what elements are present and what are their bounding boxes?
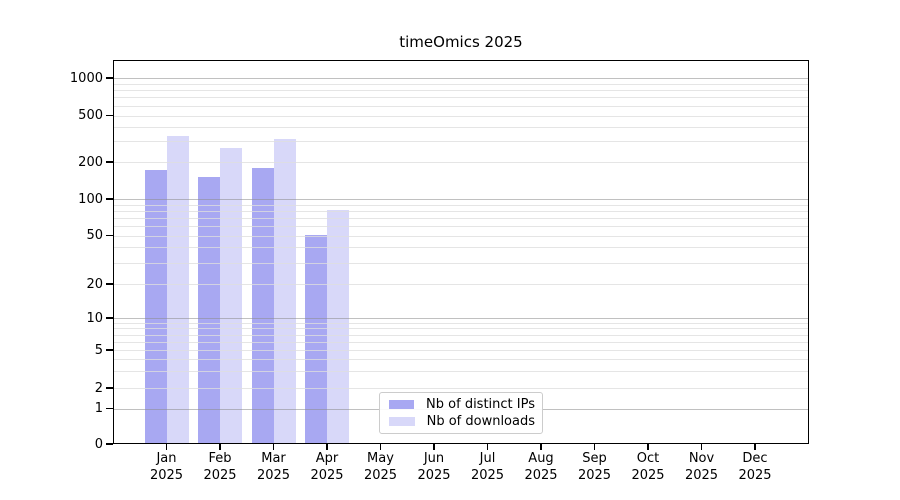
plot-area xyxy=(113,60,809,444)
legend-label-downloads: Nb of downloads xyxy=(426,414,535,429)
bar-downloads xyxy=(273,139,296,444)
y-tick-label: 50 xyxy=(86,228,103,243)
x-tick-mark xyxy=(272,444,275,450)
grid-layer xyxy=(113,60,809,444)
minor-gridline xyxy=(113,359,809,361)
x-tick-label: Dec 2025 xyxy=(738,451,772,483)
x-tick-label: Oct 2025 xyxy=(631,451,665,483)
y-tick-mark xyxy=(106,407,113,410)
bars-layer xyxy=(113,60,809,444)
x-tick-label: May 2025 xyxy=(363,451,398,483)
x-tick-label: Nov 2025 xyxy=(684,451,719,483)
x-tick-mark xyxy=(486,444,489,450)
bar-distinct-ips xyxy=(251,167,274,444)
y-tick-mark xyxy=(106,161,113,163)
minor-gridline xyxy=(113,83,809,85)
minor-gridline xyxy=(113,105,809,107)
x-tick-mark xyxy=(700,444,703,450)
minor-gridline xyxy=(113,322,809,324)
x-tick-mark xyxy=(647,444,649,450)
minor-gridline xyxy=(113,204,809,206)
y-tick-mark xyxy=(106,77,113,79)
minor-gridline xyxy=(113,210,809,212)
x-tick-label: Aug 2025 xyxy=(524,451,558,483)
bar-downloads xyxy=(327,209,349,444)
minor-gridline xyxy=(113,328,809,330)
y-tick-mark xyxy=(106,443,113,445)
y-tick-label: 1000 xyxy=(69,70,103,86)
x-tick-label: Feb 2025 xyxy=(203,451,237,483)
minor-gridline xyxy=(113,90,809,92)
y-tick-label: 2 xyxy=(94,380,103,396)
legend-label-distinct-ips: Nb of distinct IPs xyxy=(426,397,535,412)
x-tick-mark xyxy=(593,444,596,450)
minor-gridline xyxy=(113,341,809,343)
minor-gridline xyxy=(113,235,809,237)
minor-gridline xyxy=(113,162,809,163)
y-tick-mark xyxy=(106,387,113,389)
y-tick-label: 1 xyxy=(94,401,103,416)
y-tick-mark xyxy=(106,234,113,237)
y-tick-label: 100 xyxy=(78,191,103,207)
bar-distinct-ips xyxy=(305,234,327,444)
y-tick-label: 20 xyxy=(86,276,103,292)
x-tick-mark xyxy=(165,444,168,450)
major-gridline xyxy=(113,318,809,319)
minor-gridline xyxy=(113,371,809,373)
minor-gridline xyxy=(113,141,809,143)
major-gridline xyxy=(113,199,809,200)
x-tick-mark xyxy=(433,444,435,450)
y-tick-mark xyxy=(106,114,113,117)
legend-item-downloads: Nb of downloads xyxy=(387,413,535,430)
y-tick-label: 500 xyxy=(78,108,103,123)
x-tick-label: Sep 2025 xyxy=(577,451,612,483)
minor-gridline xyxy=(113,388,809,389)
y-tick-mark xyxy=(106,349,113,351)
minor-gridline xyxy=(113,247,809,249)
x-tick-label: Jun 2025 xyxy=(417,451,451,483)
x-tick-label: Apr 2025 xyxy=(310,451,344,483)
minor-gridline xyxy=(113,350,809,351)
chart-title: timeOmics 2025 xyxy=(399,33,523,51)
major-gridline xyxy=(113,78,809,79)
x-tick-mark xyxy=(219,444,221,450)
x-tick-label: Jan 2025 xyxy=(149,451,184,483)
legend-swatch-downloads xyxy=(389,417,415,426)
legend: Nb of distinct IPs Nb of downloads xyxy=(379,392,543,434)
legend-swatch-distinct-ips xyxy=(389,400,415,409)
y-tick-mark xyxy=(106,317,113,319)
y-tick-mark xyxy=(106,198,113,200)
y-tick-label: 5 xyxy=(94,342,103,358)
y-tick-label: 200 xyxy=(78,154,103,170)
minor-gridline xyxy=(113,115,809,117)
bar-downloads xyxy=(220,147,242,444)
y-tick-mark xyxy=(106,283,113,285)
minor-gridline xyxy=(113,262,809,264)
minor-gridline xyxy=(113,225,809,227)
legend-item-distinct-ips: Nb of distinct IPs xyxy=(387,396,535,413)
minor-gridline xyxy=(113,126,809,128)
x-tick-mark xyxy=(379,444,382,450)
x-tick-mark xyxy=(326,444,328,450)
x-tick-mark xyxy=(540,444,542,450)
y-tick-label: 10 xyxy=(86,310,103,326)
minor-gridline xyxy=(113,97,809,99)
bar-distinct-ips xyxy=(144,170,167,444)
x-tick-label: Mar 2025 xyxy=(256,451,291,483)
x-tick-mark xyxy=(754,444,756,450)
minor-gridline xyxy=(113,334,809,336)
x-tick-label: Jul 2025 xyxy=(470,451,505,483)
y-tick-label: 0 xyxy=(94,436,103,452)
bar-distinct-ips xyxy=(198,176,220,444)
minor-gridline xyxy=(113,284,809,285)
minor-gridline xyxy=(113,217,809,219)
bar-downloads xyxy=(166,136,189,444)
